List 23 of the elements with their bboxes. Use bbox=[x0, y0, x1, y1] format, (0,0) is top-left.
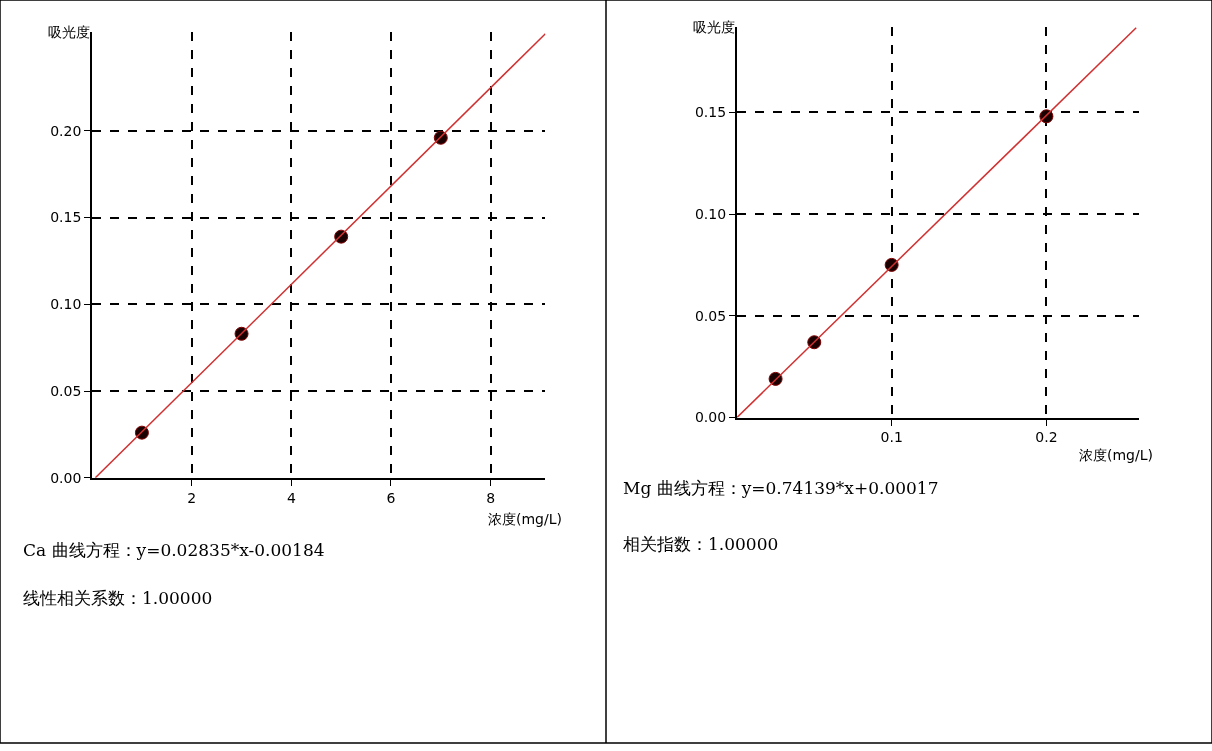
y-tick-label: 0.15 bbox=[694, 104, 727, 121]
y-tick-label: 0.15 bbox=[50, 209, 82, 226]
x-axis-title: 浓度(mg/L) bbox=[1079, 447, 1153, 463]
x-tick-label: 6 bbox=[386, 489, 396, 506]
x-tick-label: 0.1 bbox=[880, 429, 903, 446]
y-tick-label: 0.00 bbox=[694, 409, 727, 426]
y-tick-label: 0.00 bbox=[50, 469, 82, 486]
text: Ca 曲线方程：y=0.02835*x-0.00184 bbox=[23, 540, 325, 560]
y-axis-title: 吸光度 bbox=[693, 19, 735, 35]
y-tick-label: 0.05 bbox=[694, 307, 727, 324]
x-tick-label: 2 bbox=[187, 489, 197, 506]
y-axis-title: 吸光度 bbox=[48, 24, 90, 40]
y-tick-label: 0.20 bbox=[50, 122, 82, 139]
x-tick-label: 8 bbox=[486, 489, 496, 506]
x-axis-title: 浓度(mg/L) bbox=[488, 511, 562, 527]
text: Mg 曲线方程：y=0.74139*x+0.00017 bbox=[623, 478, 939, 498]
y-tick-label: 0.05 bbox=[50, 382, 82, 399]
y-tick-label: 0.10 bbox=[694, 205, 727, 222]
text: 线性相关系数：1.00000 bbox=[23, 588, 213, 608]
text: 相关指数：1.00000 bbox=[623, 534, 779, 554]
x-tick-label: 0.2 bbox=[1035, 429, 1058, 446]
x-tick-label: 4 bbox=[286, 489, 296, 506]
y-tick-label: 0.10 bbox=[50, 296, 82, 313]
